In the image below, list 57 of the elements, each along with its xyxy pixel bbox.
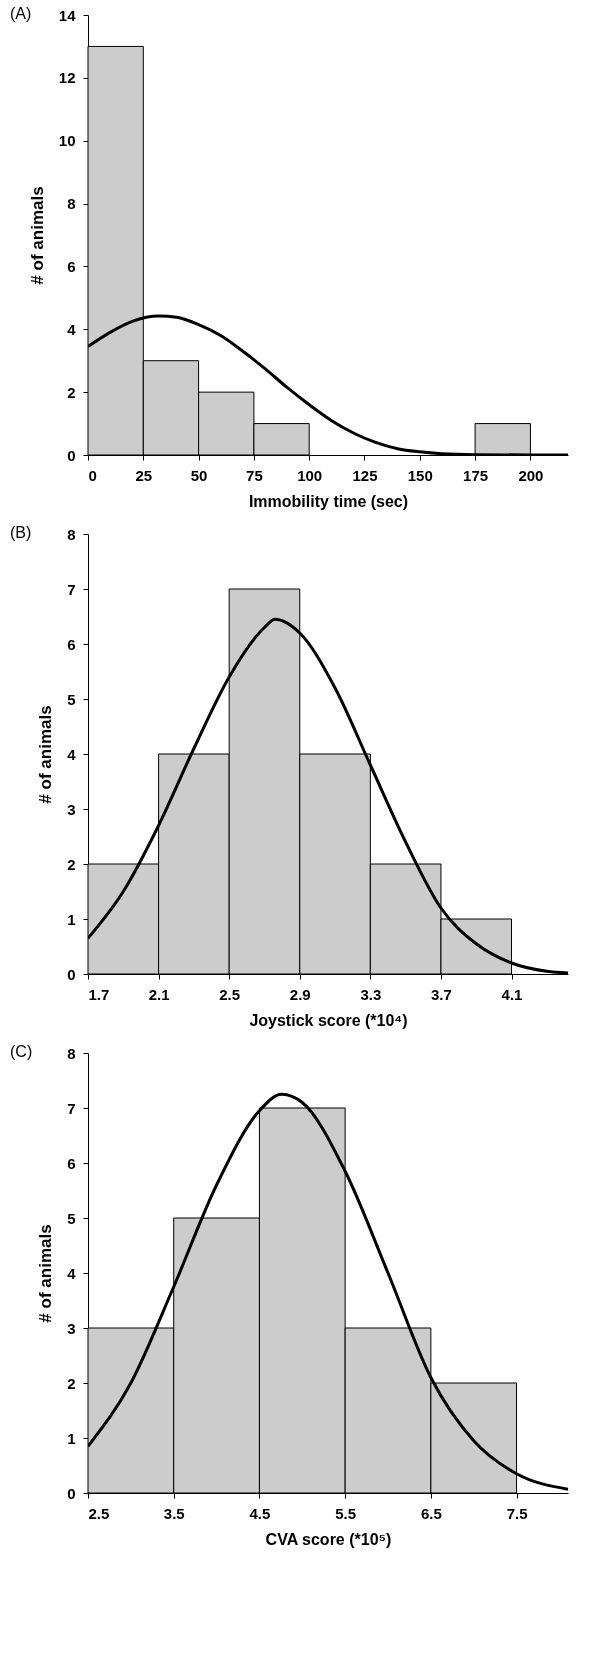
x-tick-label: 2.1 [148,985,170,1003]
x-tick-label: 100 [297,466,323,484]
y-axis-title: # of animals [36,1224,56,1323]
x-tick-label: 4.1 [501,985,523,1003]
y-tick-label: 5 [67,690,76,708]
x-tick-label: 2.5 [219,985,241,1003]
x-tick-label: 3.5 [163,1504,185,1522]
y-tick-label: 6 [67,257,76,275]
x-tick-label: 0 [88,466,97,484]
x-tick-label: 25 [135,466,153,484]
y-tick-label: 10 [58,132,76,150]
y-tick-label: 2 [67,855,76,873]
y-tick-label: 0 [67,965,76,983]
y-tick-label: 4 [67,1264,77,1282]
y-tick-label: 0 [67,446,76,464]
y-tick-label: 7 [67,1099,76,1117]
x-tick-label: 200 [518,466,544,484]
y-tick-label: 3 [67,800,76,818]
x-tick-label: 3.7 [431,985,452,1003]
x-tick-label: 125 [352,466,378,484]
y-tick-label: 1 [67,910,76,928]
x-tick-label: 2.5 [88,1504,110,1522]
y-tick-label: 6 [67,635,76,653]
x-tick-label: 50 [190,466,208,484]
x-axis-title: Immobility time (sec) [248,492,409,510]
y-tick-label: 0 [67,1484,76,1502]
y-tick-label: 14 [58,6,77,24]
y-axis-title: # of animals [36,705,56,804]
y-tick-label: 8 [67,1044,76,1062]
x-tick-label: 6.5 [420,1504,442,1522]
x-tick-label: 4.5 [249,1504,271,1522]
y-tick-label: 2 [67,383,76,401]
x-tick-label: 2.9 [289,985,311,1003]
y-tick-label: 3 [67,1319,76,1337]
x-tick-label: 75 [246,466,263,484]
x-axis-title: Joystick score (*10⁴) [249,1011,408,1029]
y-tick-label: 5 [67,1209,76,1227]
y-tick-label: 4 [67,320,77,338]
x-tick-label: 175 [463,466,489,484]
y-tick-label: 2 [67,1374,76,1392]
y-tick-label: 12 [58,69,76,87]
x-tick-label: 1.7 [88,985,110,1003]
y-tick-label: 8 [67,195,76,213]
x-tick-label: 5.5 [335,1504,357,1522]
x-tick-label: 7.5 [506,1504,528,1522]
chart-title: (A) [10,5,32,22]
x-tick-label: 3.3 [360,985,382,1003]
chart-title: (C) [10,1043,33,1060]
y-tick-label: 6 [67,1154,76,1172]
x-tick-label: 150 [407,466,433,484]
x-axis-title: CVA score (*10⁵) [265,1530,392,1548]
y-axis-title: # of animals [27,186,47,285]
chart-title: (B) [10,524,32,541]
y-tick-label: 4 [67,745,77,763]
y-tick-label: 1 [67,1429,76,1447]
y-tick-label: 8 [67,525,76,543]
y-tick-label: 7 [67,580,76,598]
